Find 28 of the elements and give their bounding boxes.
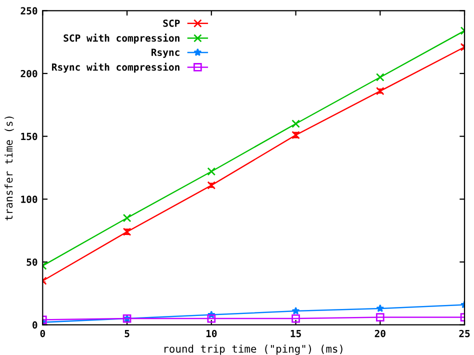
point (207, 167, 216, 176)
point (122, 214, 132, 222)
x-axis-title: round trip time ("ping") (ms) (164, 344, 342, 355)
legend-label: SCP (163, 20, 180, 27)
y-tick-label: 150 (21, 132, 38, 140)
point (376, 73, 384, 82)
point (376, 86, 384, 96)
x-tick-label: 10 (206, 330, 217, 338)
x-tick-label: 20 (374, 330, 386, 338)
x-tick-label: 15 (290, 330, 301, 338)
y-axis-title: transfer time (s) (4, 116, 14, 220)
point (292, 120, 300, 128)
x-tick-label: 0 (40, 330, 46, 338)
y-tick-label: 200 (20, 70, 38, 78)
legend-label: Rsync (152, 48, 180, 58)
y-tick-label: 0 (32, 321, 38, 329)
y-tick-label: 50 (26, 258, 38, 266)
point (292, 306, 300, 315)
point (292, 314, 300, 323)
point (207, 314, 216, 323)
y-tick-label: 250 (20, 7, 38, 14)
y-tick-label: 100 (21, 196, 38, 203)
point (376, 313, 384, 322)
x-tick-label: 25 (459, 330, 470, 338)
legend-label: SCP with compression (64, 34, 180, 44)
legend-label: Rsync with compression (52, 62, 180, 73)
point (376, 304, 384, 312)
x-tick-label: 5 (124, 330, 130, 338)
